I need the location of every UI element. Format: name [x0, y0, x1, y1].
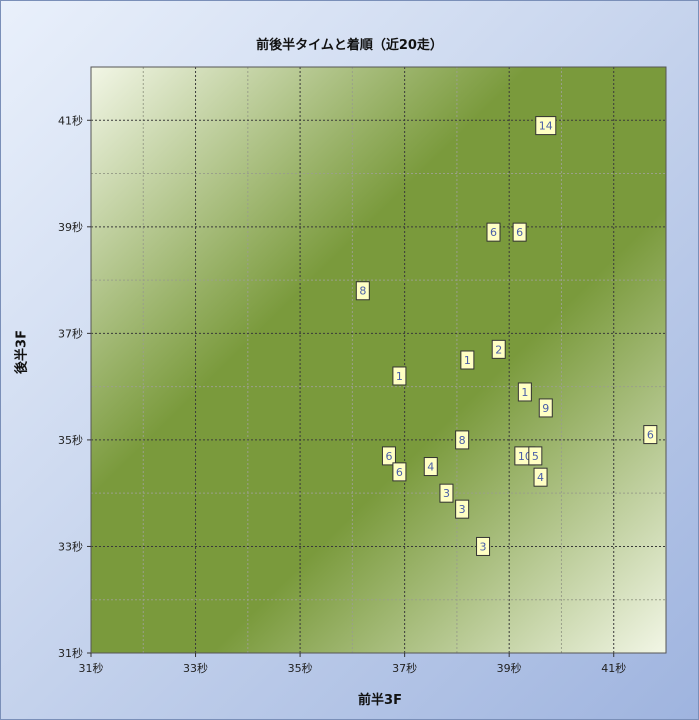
data-point: 4 [533, 467, 548, 487]
data-point-marker [535, 116, 557, 136]
data-point-label: 9 [542, 402, 549, 415]
x-tick-label: 37秒 [392, 661, 417, 675]
data-point: 9 [538, 398, 553, 418]
data-point: 3 [476, 536, 491, 556]
x-tick-label: 41秒 [601, 661, 626, 675]
data-point-label: 1 [464, 354, 471, 367]
data-point-label: 2 [495, 343, 502, 356]
data-point-marker [643, 425, 658, 445]
data-point: 14 [535, 116, 557, 136]
data-point-label: 4 [537, 471, 544, 484]
data-point: 3 [455, 499, 470, 519]
data-point-marker [392, 462, 407, 482]
data-point-label: 6 [396, 466, 403, 479]
y-tick-label: 41秒 [58, 113, 83, 127]
data-point-marker [512, 222, 527, 242]
data-point-marker [392, 366, 407, 386]
data-point-marker [460, 350, 475, 370]
data-point: 4 [423, 457, 438, 477]
data-point-label: 4 [427, 461, 434, 474]
x-axis-label: 前半3F [358, 693, 402, 708]
data-point: 5 [528, 446, 543, 466]
data-point-label: 8 [459, 434, 466, 447]
data-point: 1 [517, 382, 532, 402]
data-point-marker [381, 446, 396, 466]
data-point-label: 6 [385, 450, 392, 463]
data-point: 3 [439, 483, 454, 503]
data-point-marker [455, 499, 470, 519]
data-point: 1 [460, 350, 475, 370]
data-point-label: 1 [396, 370, 403, 383]
data-point-marker [538, 398, 553, 418]
data-point-marker [476, 536, 491, 556]
data-point: 6 [512, 222, 527, 242]
data-point: 6 [392, 462, 407, 482]
data-point-marker [528, 446, 543, 466]
data-point-label: 3 [443, 487, 450, 500]
data-point-label: 1 [521, 386, 528, 399]
data-point: 2 [491, 339, 506, 359]
data-point-marker [355, 281, 370, 301]
data-point-label: 3 [459, 503, 466, 516]
data-point-label: 3 [480, 540, 487, 553]
data-point: 6 [486, 222, 501, 242]
data-point: 8 [455, 430, 470, 450]
y-tick-label: 37秒 [58, 326, 83, 340]
x-tick-label: 31秒 [79, 661, 104, 675]
plot-highlight-lower [91, 67, 666, 653]
x-tick-label: 35秒 [288, 661, 313, 675]
data-point: 1 [392, 366, 407, 386]
y-tick-label: 33秒 [58, 539, 83, 553]
data-point: 8 [355, 281, 370, 301]
x-tick-label: 39秒 [497, 661, 522, 675]
data-point-marker [491, 339, 506, 359]
data-point-marker [533, 467, 548, 487]
plot-border [90, 66, 667, 654]
data-point-label: 6 [647, 429, 654, 442]
data-point-marker [455, 430, 470, 450]
data-point: 6 [381, 446, 396, 466]
data-point-marker [517, 382, 532, 402]
y-tick-label: 31秒 [58, 646, 83, 660]
y-tick-label: 35秒 [58, 433, 83, 447]
x-tick-label: 33秒 [183, 661, 208, 675]
data-point-label: 5 [532, 450, 539, 463]
data-point-marker [486, 222, 501, 242]
y-tick-label: 39秒 [58, 220, 83, 234]
data-point-label: 8 [359, 285, 366, 298]
data-point-label: 6 [516, 226, 523, 239]
data-point-marker [423, 457, 438, 477]
data-point-label: 14 [539, 120, 553, 133]
data-point-marker [439, 483, 454, 503]
chart-title: 前後半タイムと着順（近20走） [256, 38, 443, 53]
data-point-label: 6 [490, 226, 497, 239]
data-point: 6 [643, 425, 658, 445]
